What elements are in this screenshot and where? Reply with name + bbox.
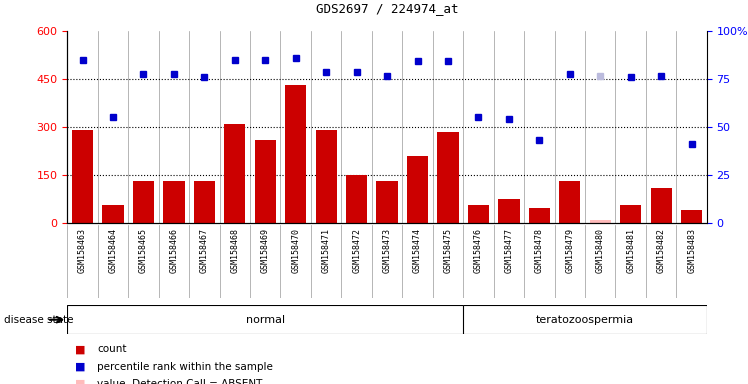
- Text: GSM158470: GSM158470: [291, 228, 300, 273]
- Bar: [254, 139, 276, 223]
- Text: GSM158466: GSM158466: [169, 228, 179, 273]
- Text: GSM158476: GSM158476: [474, 228, 483, 273]
- Text: GSM158468: GSM158468: [230, 228, 239, 273]
- Bar: [133, 181, 154, 223]
- Text: GSM158482: GSM158482: [657, 228, 666, 273]
- Text: GDS2697 / 224974_at: GDS2697 / 224974_at: [316, 2, 459, 15]
- Text: GSM158481: GSM158481: [626, 228, 635, 273]
- Text: value, Detection Call = ABSENT: value, Detection Call = ABSENT: [97, 379, 263, 384]
- Bar: [438, 131, 459, 223]
- Text: GSM158465: GSM158465: [139, 228, 148, 273]
- Text: GSM158467: GSM158467: [200, 228, 209, 273]
- Text: GSM158463: GSM158463: [78, 228, 87, 273]
- Bar: [346, 175, 367, 223]
- Text: GSM158464: GSM158464: [108, 228, 117, 273]
- Text: GSM158477: GSM158477: [504, 228, 513, 273]
- Text: disease state: disease state: [4, 314, 73, 325]
- Bar: [468, 205, 489, 223]
- Bar: [376, 181, 398, 223]
- Bar: [194, 181, 215, 223]
- Bar: [620, 205, 641, 223]
- Bar: [529, 208, 550, 223]
- Text: count: count: [97, 344, 126, 354]
- Bar: [498, 199, 520, 223]
- Text: ■: ■: [75, 344, 85, 354]
- Bar: [651, 187, 672, 223]
- Bar: [316, 130, 337, 223]
- Bar: [560, 181, 580, 223]
- Text: ■: ■: [75, 379, 85, 384]
- Text: GSM158478: GSM158478: [535, 228, 544, 273]
- Bar: [285, 85, 307, 223]
- Bar: [102, 205, 123, 223]
- Bar: [589, 220, 611, 223]
- Text: GSM158480: GSM158480: [595, 228, 605, 273]
- Text: GSM158471: GSM158471: [322, 228, 331, 273]
- Text: GSM158483: GSM158483: [687, 228, 696, 273]
- Text: GSM158472: GSM158472: [352, 228, 361, 273]
- Bar: [163, 181, 185, 223]
- Text: GSM158473: GSM158473: [382, 228, 392, 273]
- Text: GSM158474: GSM158474: [413, 228, 422, 273]
- Text: teratozoospermia: teratozoospermia: [536, 314, 634, 325]
- Text: normal: normal: [245, 314, 285, 325]
- Text: GSM158479: GSM158479: [565, 228, 574, 273]
- Bar: [224, 124, 245, 223]
- Bar: [681, 210, 702, 223]
- Text: GSM158469: GSM158469: [261, 228, 270, 273]
- Text: ■: ■: [75, 362, 85, 372]
- Bar: [72, 130, 94, 223]
- Text: GSM158475: GSM158475: [444, 228, 453, 273]
- Text: percentile rank within the sample: percentile rank within the sample: [97, 362, 273, 372]
- Bar: [407, 156, 428, 223]
